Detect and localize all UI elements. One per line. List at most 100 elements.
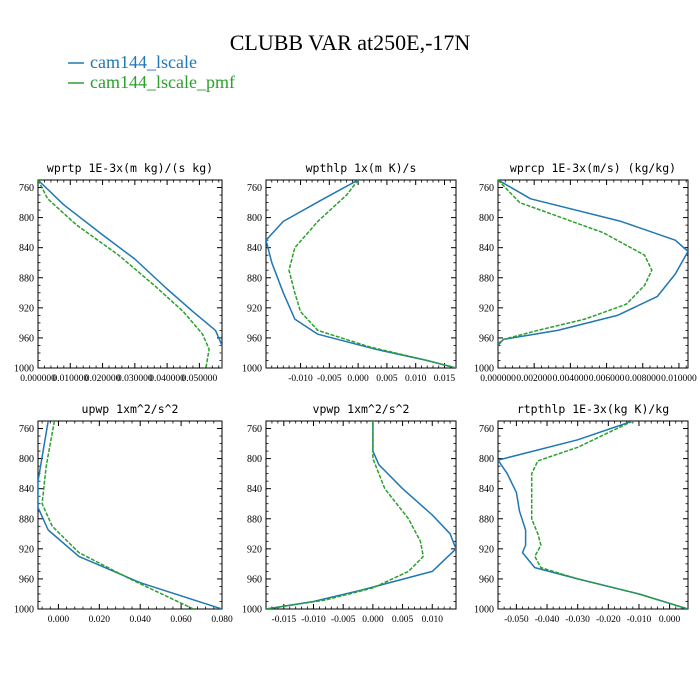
- x-tick-label: 0.004000: [553, 374, 589, 384]
- plot-frame: [37, 420, 223, 610]
- y-tick-label: 760: [19, 183, 34, 194]
- series-line: [498, 180, 653, 345]
- plot-frame: [37, 179, 223, 369]
- y-tick-label: 760: [19, 424, 34, 435]
- x-tick-label: 0.010: [405, 374, 427, 384]
- y-tick-label: 960: [247, 574, 262, 585]
- series-line: [266, 421, 425, 609]
- x-tick-label: -0.010: [301, 615, 326, 625]
- x-tick-label: 0.000: [659, 615, 681, 625]
- chart-panel: wprcp 1E-3x(m/s) (kg/kg) 760 800 840 880 920 9…: [474, 161, 697, 384]
- x-tick-label: 0.000000: [480, 374, 516, 384]
- y-tick-label: 920: [247, 303, 262, 314]
- x-tick-label: 0.040: [130, 615, 152, 625]
- x-tick-label: 0.080: [211, 615, 233, 625]
- y-tick-label: 920: [479, 303, 494, 314]
- y-tick-label: 960: [479, 333, 494, 344]
- y-tick-label: 1000: [242, 605, 262, 616]
- chart-panel: rtpthlp 1E-3x(kg K)/kg 760 800 840 880 920 960…: [474, 402, 689, 625]
- x-tick-label: 0.000000: [20, 374, 56, 384]
- y-tick-label: 920: [247, 544, 262, 555]
- y-tick-label: 800: [19, 454, 34, 465]
- y-tick-label: 880: [479, 273, 494, 284]
- y-tick-label: 1000: [14, 605, 34, 616]
- y-tick-label: 880: [19, 273, 34, 284]
- y-tick-label: 840: [247, 484, 262, 495]
- y-tick-label: 1000: [474, 605, 494, 616]
- series-line: [41, 421, 194, 609]
- series-line: [288, 180, 456, 368]
- series-line: [38, 180, 210, 368]
- y-tick-label: 840: [19, 243, 34, 254]
- x-tick-label: -0.005: [331, 615, 356, 625]
- chart-panel: wpthlp 1x(m K)/s 760 800 840 880 920 960 1000 -0…: [242, 161, 457, 384]
- y-tick-label: 840: [19, 484, 34, 495]
- chart-panels: wprtp 1E-3x(m kg)/(s kg) 760 800 840 880 920 9…: [14, 161, 697, 625]
- panel-title: vpwp 1xm^2/s^2: [313, 402, 410, 416]
- y-tick-label: 840: [247, 243, 262, 254]
- x-tick-label: 0.010000: [661, 374, 697, 384]
- legend-label: cam144_lscale_pmf: [90, 72, 235, 92]
- x-tick-label: -0.030: [565, 615, 590, 625]
- y-tick-label: 880: [247, 273, 262, 284]
- panel-title: upwp 1xm^2/s^2: [82, 402, 179, 416]
- x-tick-label: 0.010000: [52, 374, 88, 384]
- chart-panel: vpwp 1xm^2/s^2 760 800 840 880 920 960 1000 -0.0…: [242, 402, 457, 625]
- panel-title: wpthlp 1x(m K)/s: [306, 161, 417, 175]
- series-line: [266, 180, 456, 368]
- panel-title: rtpthlp 1E-3x(kg K)/kg: [517, 402, 669, 416]
- y-tick-label: 840: [479, 243, 494, 254]
- figure-title: CLUBB VAR at250E,-17N: [230, 30, 471, 55]
- series-line: [530, 421, 688, 609]
- y-tick-label: 800: [247, 454, 262, 465]
- x-tick-label: 0.020000: [85, 374, 121, 384]
- x-tick-label: 0.000: [48, 615, 70, 625]
- y-tick-label: 800: [479, 454, 494, 465]
- x-tick-label: -0.050: [504, 615, 529, 625]
- x-tick-label: 0.000: [362, 615, 384, 625]
- y-tick-label: 880: [479, 514, 494, 525]
- panel-title: wprcp 1E-3x(m/s) (kg/kg): [510, 161, 676, 175]
- y-tick-label: 960: [19, 333, 34, 344]
- x-tick-label: 0.008000: [625, 374, 661, 384]
- series-line: [498, 180, 688, 346]
- y-tick-label: 760: [247, 424, 262, 435]
- x-tick-label: 0.005: [376, 374, 398, 384]
- y-tick-label: 760: [479, 183, 494, 194]
- y-tick-label: 920: [19, 544, 34, 555]
- y-tick-label: 760: [479, 424, 494, 435]
- x-tick-label: 0.010: [422, 615, 444, 625]
- panel-title: wprtp 1E-3x(m kg)/(s kg): [47, 161, 213, 175]
- y-tick-label: 760: [247, 183, 262, 194]
- plot-frame: [265, 179, 457, 369]
- x-tick-label: 0.000: [347, 374, 369, 384]
- x-tick-label: 0.020: [89, 615, 111, 625]
- series-line: [38, 421, 222, 609]
- x-tick-label: -0.010: [627, 615, 652, 625]
- x-tick-label: 0.006000: [589, 374, 625, 384]
- plot-frame: [265, 420, 457, 610]
- legend-label: cam144_lscale: [90, 52, 197, 72]
- series-line: [38, 180, 222, 368]
- y-tick-label: 960: [247, 333, 262, 344]
- y-tick-label: 800: [247, 213, 262, 224]
- y-tick-label: 920: [19, 303, 34, 314]
- x-tick-label: 0.060: [170, 615, 192, 625]
- y-tick-label: 1000: [474, 364, 494, 375]
- x-tick-label: -0.020: [596, 615, 621, 625]
- series-line: [498, 421, 688, 609]
- x-tick-label: 0.050000: [182, 374, 218, 384]
- series-line: [266, 421, 456, 609]
- y-tick-label: 1000: [14, 364, 34, 375]
- x-tick-label: 0.002000: [516, 374, 552, 384]
- x-tick-label: -0.005: [317, 374, 342, 384]
- y-tick-label: 800: [479, 213, 494, 224]
- y-tick-label: 880: [247, 514, 262, 525]
- y-tick-label: 920: [479, 544, 494, 555]
- plot-frame: [497, 179, 689, 369]
- plot-frame: [497, 420, 689, 610]
- x-tick-label: 0.005: [392, 615, 414, 625]
- y-tick-label: 800: [19, 213, 34, 224]
